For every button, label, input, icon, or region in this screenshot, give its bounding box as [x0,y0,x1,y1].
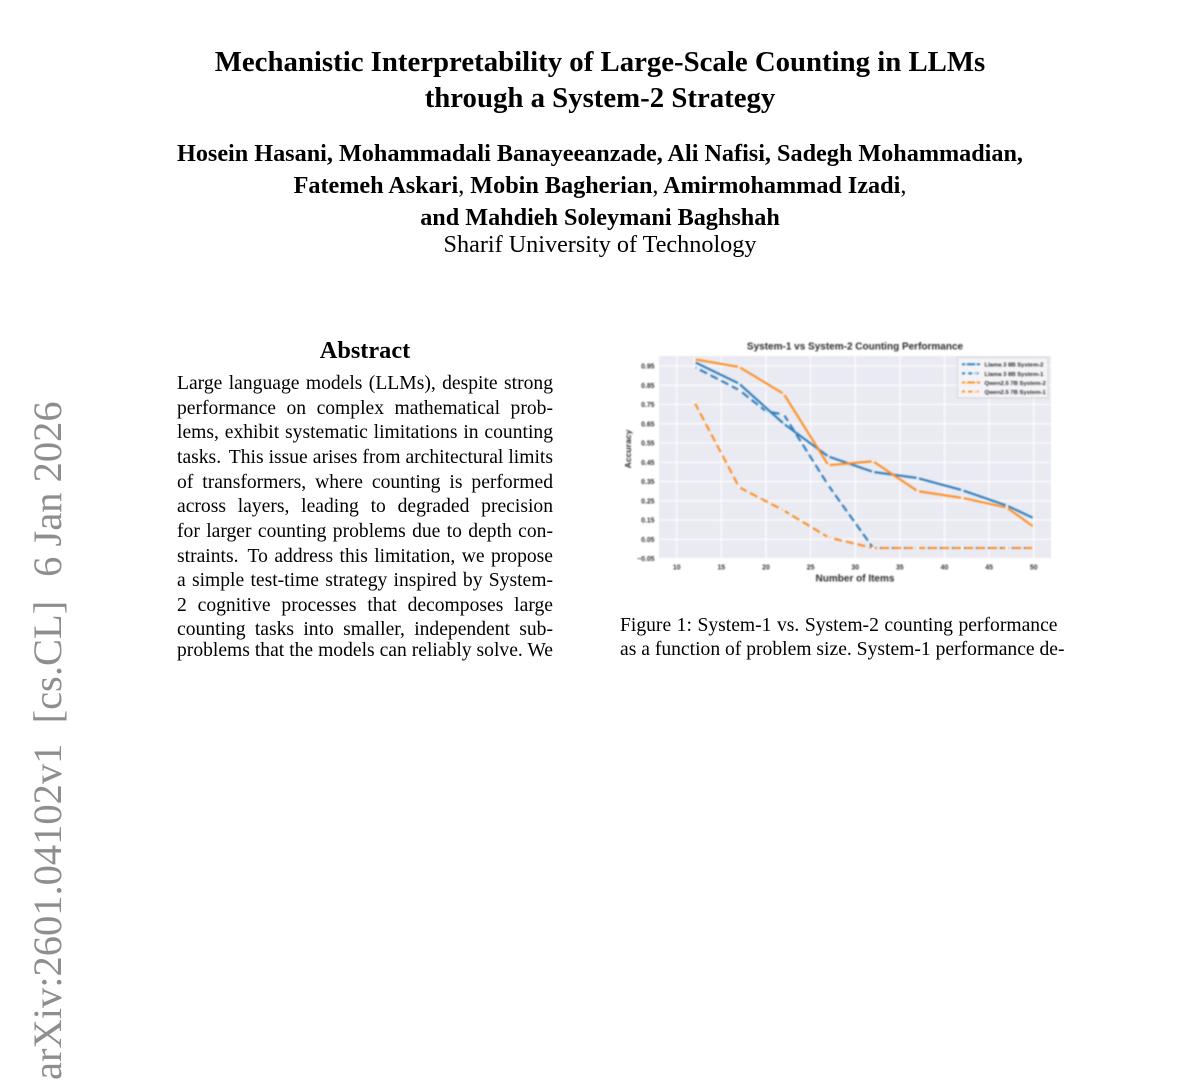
svg-text:0.25: 0.25 [641,498,655,505]
svg-text:0.75: 0.75 [641,402,655,409]
svg-text:30: 30 [851,565,859,572]
svg-text:Qwen2.5 7B System-1: Qwen2.5 7B System-1 [985,390,1047,396]
svg-text:0.95: 0.95 [641,364,655,371]
svg-text:Number of Items: Number of Items [816,574,895,585]
svg-text:0.65: 0.65 [641,421,655,428]
svg-text:0.35: 0.35 [641,479,655,486]
svg-text:−0.05: −0.05 [637,556,655,563]
svg-text:Qwen2.5 7B System-2: Qwen2.5 7B System-2 [985,381,1047,387]
svg-text:35: 35 [896,565,904,572]
svg-text:10: 10 [673,565,681,572]
svg-text:Llama 3 8B System-1: Llama 3 8B System-1 [985,372,1045,378]
svg-text:0.05: 0.05 [641,537,655,544]
svg-text:Llama 3 8B System-2: Llama 3 8B System-2 [985,363,1045,369]
svg-text:0.15: 0.15 [641,518,655,525]
svg-text:25: 25 [807,565,815,572]
svg-text:20: 20 [762,565,770,572]
svg-text:40: 40 [941,565,949,572]
svg-text:15: 15 [717,565,725,572]
svg-text:45: 45 [985,565,993,572]
svg-text:0.45: 0.45 [641,460,655,467]
svg-text:System-1 vs System-2 Counting: System-1 vs System-2 Counting Performanc… [747,342,964,353]
svg-text:0.85: 0.85 [641,383,655,390]
svg-text:0.55: 0.55 [641,441,655,448]
svg-text:Accuracy: Accuracy [623,429,633,468]
svg-text:50: 50 [1030,565,1038,572]
